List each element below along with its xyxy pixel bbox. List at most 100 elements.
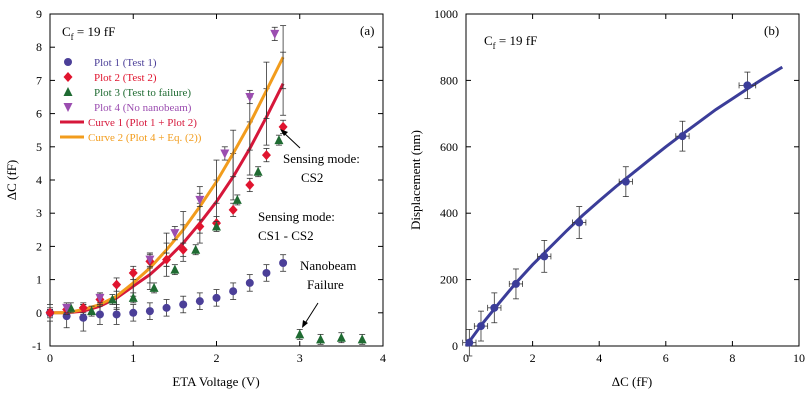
- legend-marker: [63, 72, 73, 82]
- data-point: [220, 149, 230, 159]
- data-point: [179, 300, 188, 309]
- panel-b-plot-frame: [465, 13, 800, 347]
- y-tick-label: 1000: [434, 7, 458, 21]
- y-tick-label: -1: [32, 339, 42, 353]
- y-tick-label: 6: [36, 107, 42, 121]
- data-point: [212, 293, 221, 302]
- legend-entry: Plot 2 (Test 2): [94, 72, 157, 84]
- data-point: [465, 338, 474, 347]
- x-tick-label: 3: [297, 351, 303, 365]
- cf-main: C: [62, 24, 71, 39]
- data-point: [678, 132, 687, 141]
- y-tick-label: 9: [36, 7, 42, 21]
- data-point: [145, 255, 155, 265]
- data-point: [78, 302, 88, 313]
- y-tick-label: 2: [36, 239, 42, 253]
- data-point: [232, 194, 242, 204]
- data-point: [245, 93, 255, 102]
- annotation-cs1cs2-line1: Sensing mode:: [258, 209, 335, 224]
- legend-marker: [63, 103, 73, 112]
- annotation-cs1cs2-line2: CS1 - CS2: [258, 228, 314, 243]
- data-point: [170, 264, 180, 274]
- y-tick-label: 5: [36, 140, 42, 154]
- data-point: [540, 252, 549, 261]
- data-point: [95, 310, 104, 319]
- data-point: [45, 307, 55, 318]
- y-tick-label: 1: [36, 273, 42, 287]
- y-tick-label: 4: [36, 173, 42, 187]
- y-tick-label: 400: [440, 206, 458, 220]
- panel-b-points: [462, 71, 757, 357]
- y-tick-label: 0: [452, 339, 458, 353]
- data-point: [128, 267, 138, 278]
- annotation-failure-line2: Failure: [307, 277, 344, 292]
- y-tick-label: 8: [36, 40, 42, 54]
- annotation-cs2-arrowhead: [280, 129, 288, 136]
- y-tick-label: 0: [36, 306, 42, 320]
- data-point: [278, 121, 288, 132]
- data-point: [191, 244, 201, 254]
- panel-a: 0 1 2 3 4 -1 0 1 2 3 4 5 6 7 8 9 ETA Voltage (V) ΔC (fF…: [4, 7, 386, 389]
- data-point: [112, 279, 122, 290]
- x-tick-label: 2: [214, 351, 220, 365]
- y-tick-label: 200: [440, 273, 458, 287]
- data-point: [743, 81, 752, 90]
- panel-a-curves: [47, 25, 287, 317]
- panel-b-curves: [464, 65, 784, 347]
- x-tick-label: 6: [663, 351, 669, 365]
- x-tick-label: 4: [380, 351, 386, 365]
- panel-b-ticks: 0 2 4 6 8 10 0 200 400 600 800 1000: [434, 7, 805, 365]
- data-point: [229, 287, 238, 296]
- data-point: [87, 306, 97, 316]
- data-point: [128, 292, 138, 302]
- data-point: [262, 268, 271, 277]
- panel-b-cf-label: Cf = 19 fF: [484, 33, 537, 51]
- data-point: [575, 218, 584, 227]
- x-tick-label: 4: [596, 351, 602, 365]
- data-point: [129, 308, 138, 317]
- data-point: [357, 334, 367, 344]
- data-point: [245, 278, 254, 287]
- cf-main: C: [484, 33, 493, 48]
- data-point: [621, 177, 630, 186]
- legend-marker: [63, 87, 73, 96]
- panel-a-cf-label: Cf = 19 fF: [62, 24, 115, 42]
- panel-a-legend: Plot 1 (Test 1) Plot 2 (Test 2) Plot 3 (Te…: [60, 57, 202, 144]
- legend-entry: Curve 2 (Plot 4 + Eq. (2)): [88, 132, 202, 144]
- annotation-failure-arrow: [303, 302, 319, 326]
- panel-a-ticks: 0 1 2 3 4 -1 0 1 2 3 4 5 6 7 8 9: [32, 7, 386, 365]
- data-point: [112, 310, 121, 319]
- data-point: [79, 313, 88, 322]
- data-point: [253, 166, 263, 176]
- legend-marker: [64, 58, 72, 66]
- data-point: [261, 150, 271, 161]
- legend-entry: Plot 4 (No nanobeam): [94, 102, 192, 114]
- y-tick-label: 600: [440, 140, 458, 154]
- data-point: [274, 135, 284, 145]
- fit-curve-line: [464, 65, 784, 347]
- y-tick-label: 7: [36, 73, 42, 87]
- data-point: [107, 294, 117, 304]
- x-tick-label: 0: [463, 351, 469, 365]
- annotation-cs2-arrow: [282, 131, 301, 149]
- panel-b-x-axis-label: ΔC (fF): [612, 374, 653, 389]
- legend-entry: Curve 1 (Plot 1 + Plot 2): [88, 117, 197, 129]
- panel-a-points: [45, 26, 367, 345]
- data-point: [162, 303, 171, 312]
- x-tick-label: 2: [530, 351, 536, 365]
- x-tick-label: 0: [47, 351, 53, 365]
- data-point: [212, 221, 221, 231]
- cf-rest: = 19 fF: [496, 33, 538, 48]
- cf-rest: = 19 fF: [74, 24, 116, 39]
- legend-entry: Plot 1 (Test 1): [94, 57, 157, 69]
- data-point: [195, 221, 205, 232]
- y-tick-label: 3: [36, 206, 42, 220]
- data-point: [195, 195, 205, 205]
- data-point: [66, 302, 76, 312]
- data-point: [490, 303, 499, 312]
- data-point: [336, 332, 346, 342]
- annotation-failure-line1: Nanobeam: [300, 258, 356, 273]
- data-point: [178, 244, 188, 255]
- panel-b-label: (b): [764, 23, 779, 38]
